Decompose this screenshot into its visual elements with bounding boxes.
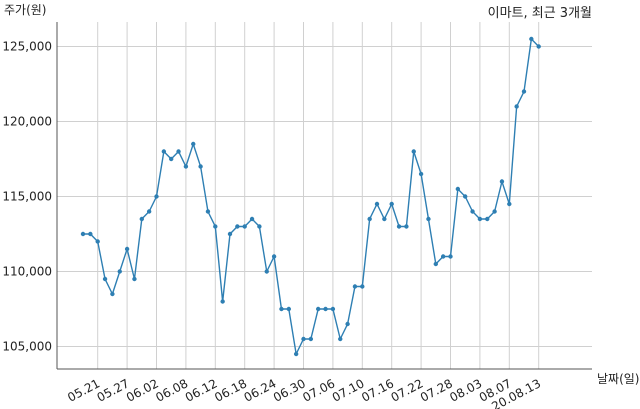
data-point (88, 231, 93, 237)
data-point (191, 141, 196, 147)
data-point (389, 201, 394, 207)
data-point (374, 201, 380, 207)
data-point (440, 254, 446, 259)
data-point (330, 306, 336, 312)
data-point (345, 321, 350, 327)
y-tick-label: 110,000 (2, 265, 52, 279)
data-point (132, 276, 137, 282)
data-point (485, 216, 490, 222)
price-series (80, 36, 541, 357)
y-axis-ticks: 105,000 110,000 115,000 120,000 125,000 (2, 40, 52, 354)
data-point (470, 209, 475, 214)
data-point (521, 89, 527, 94)
data-point (235, 224, 240, 229)
data-point (139, 216, 144, 222)
data-point (227, 231, 233, 237)
data-point (323, 306, 328, 312)
y-axis-label: 주가(원) (4, 3, 46, 17)
data-point (411, 149, 416, 154)
data-point (301, 336, 306, 342)
data-point (271, 254, 277, 259)
data-point (183, 164, 189, 169)
data-point (367, 216, 372, 222)
data-point (80, 231, 86, 237)
data-point (433, 261, 438, 267)
data-point (176, 149, 181, 154)
data-point (117, 269, 122, 274)
data-point (308, 336, 314, 342)
data-point (242, 224, 247, 229)
data-point (293, 351, 299, 357)
data-point (499, 179, 505, 184)
data-point (161, 149, 167, 154)
y-tick-label: 115,000 (2, 190, 52, 204)
data-point (124, 246, 130, 252)
data-point (205, 209, 211, 214)
data-point (264, 269, 269, 274)
data-point (95, 239, 100, 244)
data-point (492, 209, 497, 214)
data-point (146, 209, 152, 214)
data-point (338, 336, 343, 342)
data-point (220, 299, 225, 304)
data-point (169, 156, 174, 162)
data-point (382, 216, 387, 222)
data-point (102, 276, 108, 282)
data-point (110, 291, 115, 297)
data-point (418, 171, 424, 177)
data-point (514, 104, 519, 109)
axes (56, 22, 592, 370)
data-point (286, 306, 291, 312)
data-point (507, 201, 512, 207)
data-point (477, 216, 483, 222)
x-axis-ticks: 05.2105.2706.0206.0806.1206.1806.2406.30… (65, 376, 543, 409)
data-point (529, 36, 534, 42)
data-point (279, 306, 284, 312)
data-point (396, 224, 402, 229)
data-point (154, 194, 159, 199)
y-tick-label: 125,000 (2, 40, 52, 54)
data-point (213, 224, 218, 229)
data-point (536, 44, 541, 49)
data-point (426, 216, 431, 222)
data-point (455, 186, 461, 192)
data-point (198, 164, 203, 169)
data-point (352, 284, 358, 289)
data-point (404, 224, 409, 229)
data-point (360, 284, 365, 289)
chart-title: 이마트, 최근 3개월 (488, 6, 592, 21)
data-point (463, 194, 468, 199)
y-tick-label: 105,000 (2, 340, 52, 354)
x-axis-label: 날짜(일) (597, 372, 639, 386)
grid-lines (57, 22, 592, 369)
y-tick-label: 120,000 (2, 115, 52, 129)
data-point (257, 224, 262, 229)
data-point (316, 306, 321, 312)
data-point (249, 216, 255, 222)
data-point (448, 254, 453, 259)
